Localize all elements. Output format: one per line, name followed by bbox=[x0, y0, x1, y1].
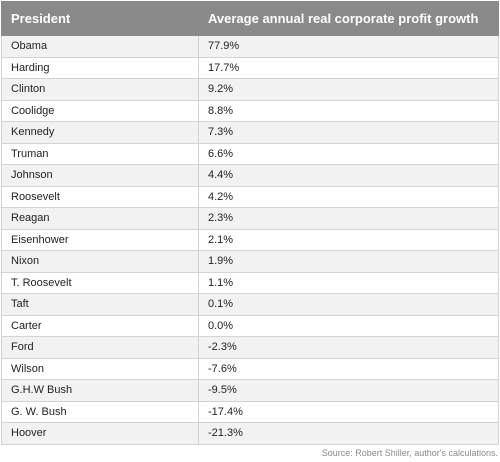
table-row: Roosevelt 4.2% bbox=[1, 185, 499, 208]
cell-profit-growth: -2.3% bbox=[198, 336, 499, 359]
cell-profit-growth: 2.3% bbox=[198, 207, 499, 230]
cell-president: Kennedy bbox=[1, 121, 199, 144]
cell-president: Truman bbox=[1, 142, 199, 165]
table-row: Carter 0.0% bbox=[1, 314, 499, 337]
cell-profit-growth: -21.3% bbox=[198, 422, 499, 445]
profit-growth-table-container: President Average annual real corporate … bbox=[1, 1, 499, 445]
table-row: Ford -2.3% bbox=[1, 336, 499, 359]
cell-president: Obama bbox=[1, 35, 199, 58]
table-row: Truman 6.6% bbox=[1, 142, 499, 165]
cell-profit-growth: 17.7% bbox=[198, 56, 499, 79]
table-row: G.H.W Bush -9.5% bbox=[1, 379, 499, 402]
cell-profit-growth: 2.1% bbox=[198, 228, 499, 251]
cell-president: G. W. Bush bbox=[1, 400, 199, 423]
cell-profit-growth: 1.1% bbox=[198, 271, 499, 294]
cell-president: Taft bbox=[1, 293, 199, 316]
header-profit-growth: Average annual real corporate profit gro… bbox=[198, 1, 499, 36]
cell-profit-growth: 77.9% bbox=[198, 35, 499, 58]
table-row: Clinton 9.2% bbox=[1, 78, 499, 101]
table-row: Hoover -21.3% bbox=[1, 422, 499, 445]
cell-president: Eisenhower bbox=[1, 228, 199, 251]
table-row: Obama 77.9% bbox=[1, 35, 499, 58]
cell-profit-growth: 9.2% bbox=[198, 78, 499, 101]
cell-profit-growth: -17.4% bbox=[198, 400, 499, 423]
cell-profit-growth: 7.3% bbox=[198, 121, 499, 144]
cell-profit-growth: 8.8% bbox=[198, 99, 499, 122]
cell-profit-growth: 1.9% bbox=[198, 250, 499, 273]
cell-president: Johnson bbox=[1, 164, 199, 187]
table-row: Taft 0.1% bbox=[1, 293, 499, 316]
cell-profit-growth: 6.6% bbox=[198, 142, 499, 165]
cell-president: Ford bbox=[1, 336, 199, 359]
cell-president: T. Roosevelt bbox=[1, 271, 199, 294]
cell-president: Roosevelt bbox=[1, 185, 199, 208]
table-row: Johnson 4.4% bbox=[1, 164, 499, 187]
cell-profit-growth: -9.5% bbox=[198, 379, 499, 402]
cell-president: Reagan bbox=[1, 207, 199, 230]
cell-profit-growth: 4.4% bbox=[198, 164, 499, 187]
table-row: Wilson -7.6% bbox=[1, 357, 499, 380]
table-row: Reagan 2.3% bbox=[1, 207, 499, 230]
source-note: Source: Robert Shiller, author's calcula… bbox=[321, 448, 498, 458]
cell-president: Hoover bbox=[1, 422, 199, 445]
cell-president: Carter bbox=[1, 314, 199, 337]
cell-president: Coolidge bbox=[1, 99, 199, 122]
table-row: Nixon 1.9% bbox=[1, 250, 499, 273]
table-row: Harding 17.7% bbox=[1, 56, 499, 79]
table-header: President Average annual real corporate … bbox=[1, 1, 499, 36]
cell-president: Wilson bbox=[1, 357, 199, 380]
table-row: Kennedy 7.3% bbox=[1, 121, 499, 144]
cell-profit-growth: 4.2% bbox=[198, 185, 499, 208]
profit-growth-table: President Average annual real corporate … bbox=[1, 1, 499, 445]
cell-profit-growth: -7.6% bbox=[198, 357, 499, 380]
cell-president: G.H.W Bush bbox=[1, 379, 199, 402]
cell-profit-growth: 0.1% bbox=[198, 293, 499, 316]
cell-profit-growth: 0.0% bbox=[198, 314, 499, 337]
table-row: Coolidge 8.8% bbox=[1, 99, 499, 122]
cell-president: Harding bbox=[1, 56, 199, 79]
table-row: T. Roosevelt 1.1% bbox=[1, 271, 499, 294]
table-row: G. W. Bush -17.4% bbox=[1, 400, 499, 423]
header-row: President Average annual real corporate … bbox=[1, 1, 499, 36]
table-body: Obama 77.9% Harding 17.7% Clinton 9.2% Coolidg… bbox=[1, 35, 499, 445]
cell-president: Nixon bbox=[1, 250, 199, 273]
cell-president: Clinton bbox=[1, 78, 199, 101]
table-row: Eisenhower 2.1% bbox=[1, 228, 499, 251]
header-president: President bbox=[1, 1, 199, 36]
